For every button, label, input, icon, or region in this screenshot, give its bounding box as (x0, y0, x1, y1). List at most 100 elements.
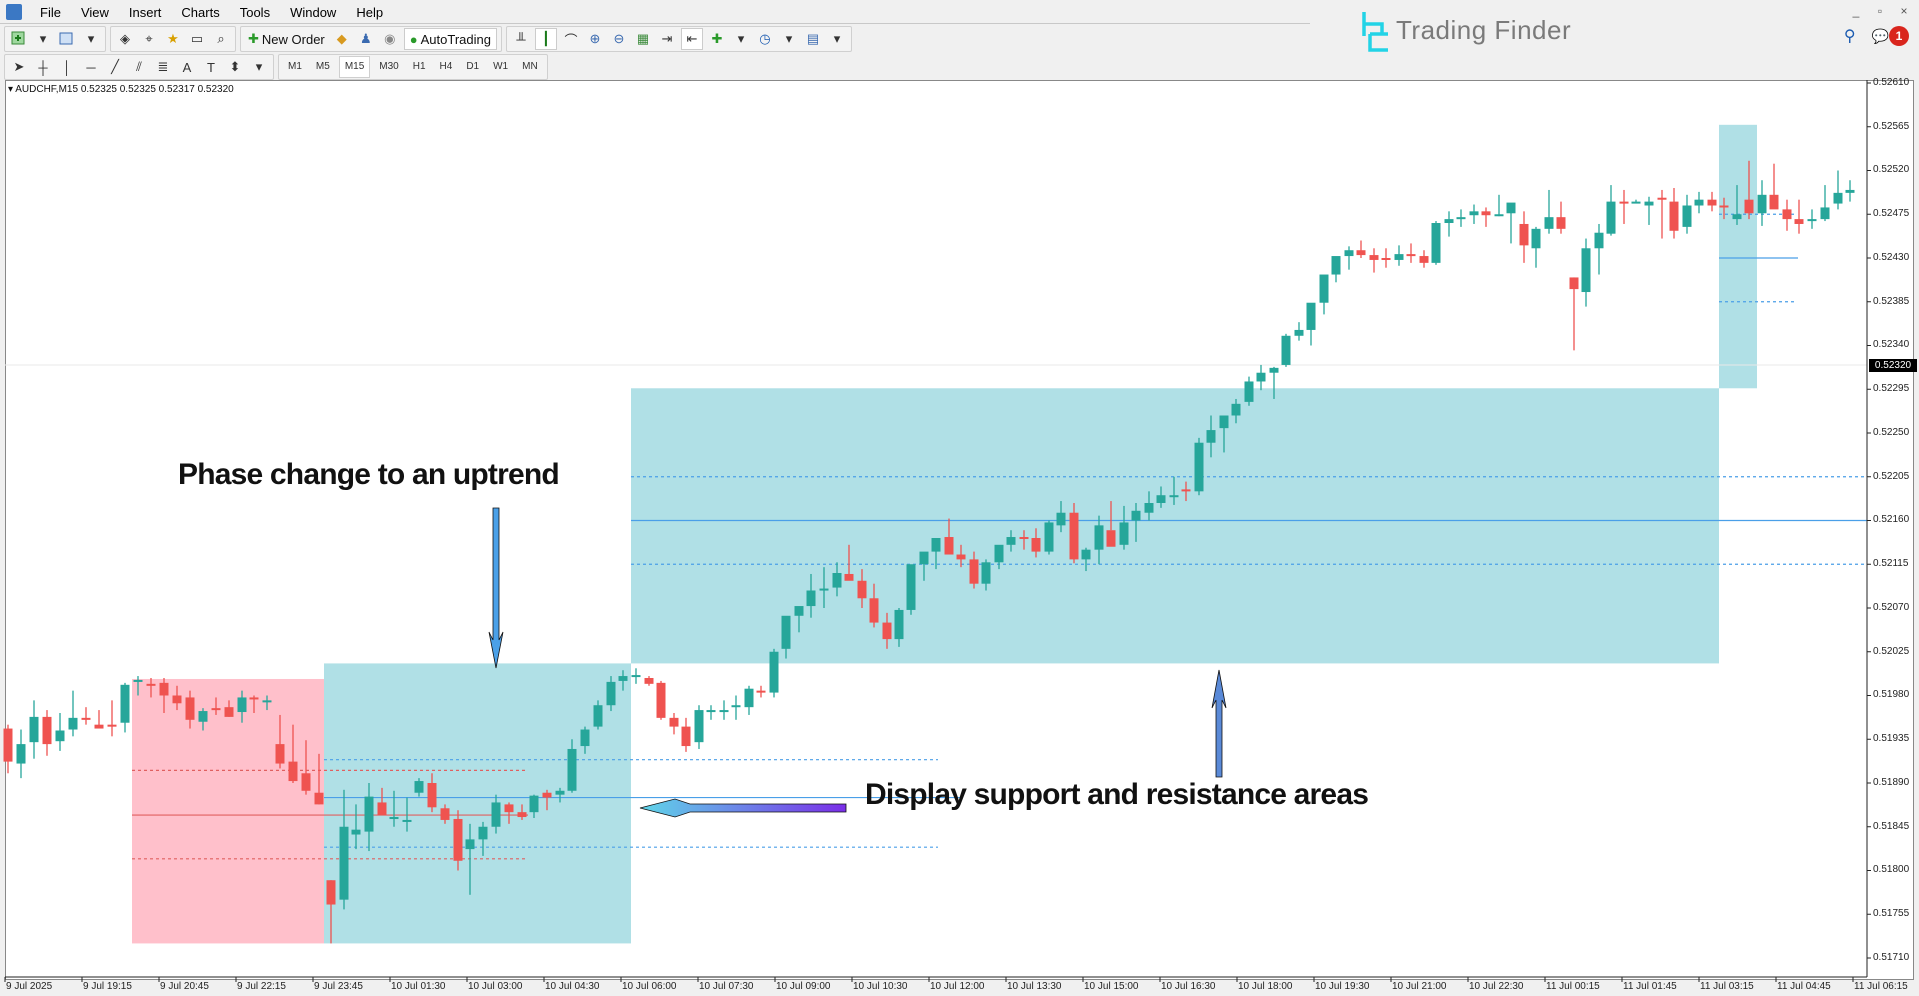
candle (1456, 217, 1466, 220)
dropdown-arrow-icon[interactable]: ▾ (833, 31, 841, 46)
menu-tools[interactable]: Tools (239, 4, 271, 20)
drawing-toolbar: ➤ ┼ │ ─ ╱ ⫽ ≣ A T ⬍ ▾ M1 M5 M15 M30 H1 H… (4, 53, 548, 81)
equidistant-channel-icon[interactable]: ⫽ (136, 59, 142, 74)
new-chart-icon[interactable] (9, 29, 29, 49)
timeframe-m15[interactable]: M15 (338, 56, 371, 78)
cursor-icon[interactable]: ➤ (13, 59, 25, 74)
time-tick: 10 Jul 19:30 (1315, 981, 1370, 992)
indicators-icon[interactable]: ✚ (711, 31, 723, 46)
data-window-icon[interactable]: ⌖ (145, 31, 153, 46)
tile-windows-icon[interactable]: ▦ (636, 31, 650, 46)
candle (731, 705, 741, 708)
zoom-in-icon[interactable]: ⊕ (589, 31, 601, 46)
autotrading-button[interactable]: ● AutoTrading (403, 28, 497, 50)
text-icon[interactable]: A (182, 59, 192, 75)
timeframe-m1[interactable]: M1 (288, 61, 302, 72)
menu-window[interactable]: Window (290, 4, 337, 20)
navigator-icon[interactable]: ★ (167, 31, 179, 46)
timeframe-w1[interactable]: W1 (493, 61, 509, 72)
bar-chart-icon[interactable]: ╨ (516, 31, 526, 47)
candle (769, 651, 779, 693)
candle (1606, 201, 1616, 234)
candle (3, 728, 13, 762)
menu-help[interactable]: Help (356, 4, 384, 20)
line-chart-icon[interactable]: ⌒ (564, 32, 578, 48)
candle (491, 802, 501, 827)
new-order-button[interactable]: ✚ New Order (248, 31, 325, 47)
candle (919, 551, 929, 565)
vertical-line-icon[interactable]: │ (62, 59, 72, 75)
price-tick: 0.52160 (1873, 514, 1910, 526)
time-tick: 10 Jul 22:30 (1469, 981, 1524, 992)
terminal-icon[interactable]: ▭ (190, 31, 204, 46)
market-icon[interactable]: ◉ (384, 31, 396, 46)
notification-badge: 1 (1889, 26, 1909, 46)
horizontal-line-icon[interactable]: ─ (86, 59, 96, 75)
dropdown-arrow-icon[interactable]: ▾ (785, 31, 793, 46)
minimize-button[interactable]: _ (1852, 4, 1860, 18)
templates-icon[interactable]: ▤ (806, 31, 820, 46)
candle (1219, 415, 1229, 429)
signals-icon[interactable]: ♟ (359, 31, 372, 46)
candle (55, 730, 65, 742)
menu-view[interactable]: View (80, 4, 109, 20)
timeframe-h1[interactable]: H1 (412, 61, 426, 72)
profiles-icon[interactable] (57, 29, 77, 49)
text-label-icon[interactable]: T (207, 59, 215, 75)
price-tick: 0.52430 (1873, 251, 1910, 263)
timeframe-m30[interactable]: M30 (379, 61, 399, 72)
candle (1419, 256, 1429, 263)
market-watch-icon[interactable]: ◈ (120, 31, 130, 46)
restore-button[interactable]: ▫ (1877, 4, 1883, 18)
zoom-out-icon[interactable]: ⊖ (613, 31, 625, 46)
autotrading-icon: ● (409, 31, 418, 47)
candle (1531, 228, 1541, 249)
menu-file[interactable]: File (40, 4, 61, 20)
price-tick: 0.52340 (1873, 339, 1910, 351)
candle (832, 572, 842, 588)
timeframe-d1[interactable]: D1 (466, 61, 480, 72)
search-icon[interactable]: ⚲ (1843, 28, 1856, 45)
autoscroll-icon[interactable]: ⇤ (680, 28, 703, 50)
candle (944, 537, 954, 555)
periods-icon[interactable]: ◷ (759, 31, 771, 46)
trendline-icon[interactable]: ╱ (111, 59, 119, 74)
candle (1394, 254, 1404, 260)
candle (631, 675, 641, 678)
notification-icon[interactable]: 💬 1 (1872, 26, 1909, 46)
timeframe-m5[interactable]: M5 (315, 61, 330, 72)
dropdown-arrow-icon[interactable]: ▾ (255, 59, 263, 74)
menu-insert[interactable]: Insert (128, 4, 162, 20)
dropdown-arrow-icon[interactable]: ▾ (737, 31, 745, 46)
timeframe-mn[interactable]: MN (522, 61, 538, 72)
candle (1269, 367, 1279, 373)
metaeditor-icon[interactable]: ◆ (336, 31, 347, 46)
candle (440, 808, 450, 820)
strategy-tester-icon[interactable]: ⌕ (217, 31, 225, 46)
candle (1682, 205, 1692, 227)
candle (146, 683, 156, 686)
app-icon (6, 4, 22, 20)
candle (1344, 250, 1354, 257)
candle (1081, 549, 1091, 560)
chart-shift-icon[interactable]: ⇥ (661, 31, 673, 46)
fibonacci-icon[interactable]: ≣ (157, 59, 169, 74)
arrows-icon[interactable]: ⬍ (229, 59, 241, 74)
close-button[interactable]: × (1900, 4, 1908, 18)
candlestick-chart-icon[interactable]: ┃ (534, 28, 557, 50)
dropdown-arrow-icon[interactable]: ▾ (87, 31, 95, 46)
menu-charts[interactable]: Charts (181, 4, 220, 20)
dropdown-arrow-icon[interactable]: ▾ (39, 31, 47, 46)
candle (1094, 525, 1104, 550)
menu-divider (0, 23, 1310, 24)
candle (1206, 430, 1216, 443)
candle (869, 598, 879, 623)
price-tick: 0.51890 (1873, 776, 1910, 788)
timeframe-h4[interactable]: H4 (439, 61, 453, 72)
time-tick: 10 Jul 04:30 (545, 981, 600, 992)
candle (1782, 209, 1792, 220)
candle (669, 717, 679, 727)
time-tick: 10 Jul 03:00 (468, 981, 523, 992)
crosshair-icon[interactable]: ┼ (38, 59, 48, 75)
